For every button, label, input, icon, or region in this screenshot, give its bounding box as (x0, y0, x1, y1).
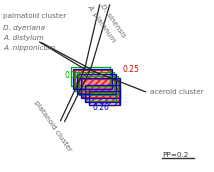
Bar (86, 85, 119, 101)
Text: A. distylum: A. distylum (3, 35, 44, 41)
Bar (89, 91, 119, 105)
Bar (82, 79, 119, 97)
Text: D. sinensis: D. sinensis (99, 3, 126, 39)
Bar (89, 91, 120, 105)
Text: palmatoid cluster: palmatoid cluster (3, 13, 67, 19)
Bar (82, 79, 119, 97)
Text: aceroid cluster: aceroid cluster (150, 89, 204, 95)
Bar (74, 70, 111, 88)
Bar (81, 78, 120, 98)
Bar (85, 86, 116, 101)
Text: A. nipponicum: A. nipponicum (3, 45, 56, 51)
Bar (74, 70, 111, 88)
Bar (75, 72, 114, 91)
Bar (79, 76, 118, 95)
Bar (73, 69, 112, 89)
Bar (86, 85, 119, 101)
Bar (71, 67, 110, 86)
Text: A. platanum: A. platanum (86, 3, 117, 43)
Text: platanoid cluster: platanoid cluster (33, 100, 72, 153)
Bar (78, 74, 115, 93)
Bar (89, 91, 119, 105)
Text: D. dyeriana: D. dyeriana (3, 25, 46, 31)
Bar (77, 74, 116, 94)
Bar (89, 92, 116, 105)
Text: 0.26: 0.26 (93, 104, 110, 112)
Text: PP=0.2: PP=0.2 (162, 152, 188, 158)
Text: 0.25: 0.25 (123, 64, 140, 74)
Bar (78, 74, 115, 93)
Text: 0.14: 0.14 (65, 71, 82, 79)
Bar (85, 85, 120, 102)
